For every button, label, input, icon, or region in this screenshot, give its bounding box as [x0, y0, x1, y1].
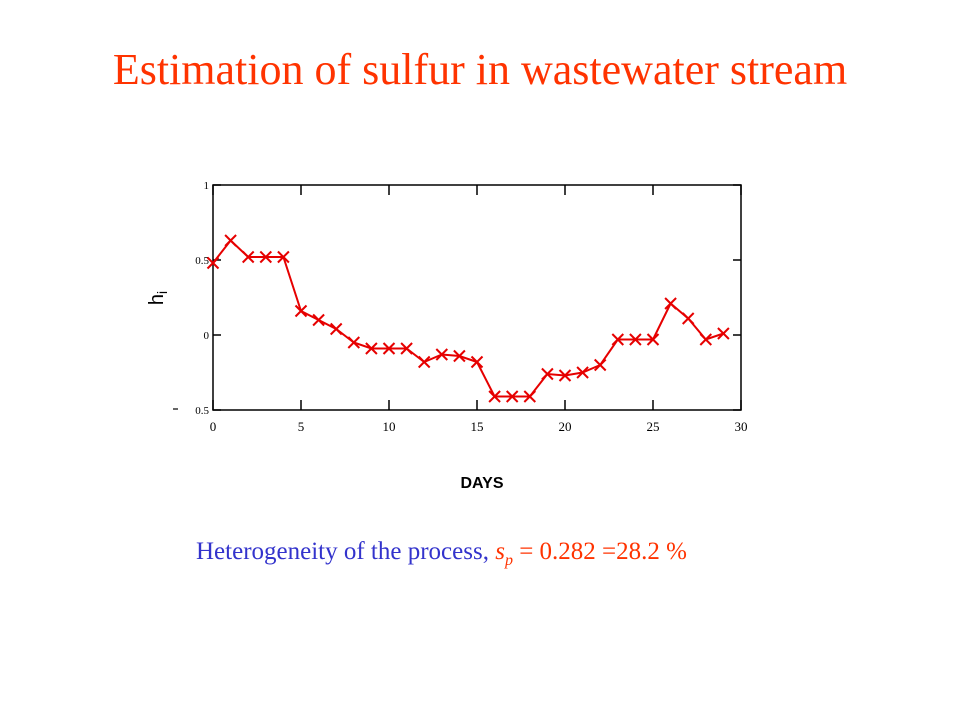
note-symbol: s	[495, 538, 505, 565]
data-point	[259, 250, 273, 264]
y-axis-label-subscript: i	[154, 291, 170, 294]
data-point	[382, 342, 396, 355]
data-point	[470, 355, 484, 369]
data-point	[453, 349, 466, 363]
data-point	[505, 390, 519, 403]
x-axis-ticks	[212, 185, 742, 410]
data-point	[435, 348, 449, 361]
data-point	[541, 367, 554, 381]
y-tick-label: 1	[204, 180, 210, 192]
data-point	[664, 297, 677, 310]
data-point	[312, 313, 325, 327]
x-tick-label: 20	[559, 419, 572, 434]
slide-title: Estimation of sulfur in wastewater strea…	[112, 45, 848, 94]
data-point	[277, 250, 290, 264]
y-tick-label: 0	[204, 330, 210, 342]
note-lead: Heterogeneity of the process,	[196, 538, 496, 565]
heterogeneity-note: Heterogeneity of the process, sp = 0.282…	[196, 536, 916, 577]
y-axis-ticks	[213, 184, 741, 411]
x-axis-label: DAYS	[461, 475, 504, 492]
data-point	[558, 369, 572, 382]
data-point	[629, 333, 642, 346]
series-markers	[206, 234, 730, 403]
note-subscript: p	[504, 552, 513, 569]
data-point	[329, 322, 343, 336]
data-point	[717, 327, 730, 340]
x-axis-tick-labels: 0 5 10 15 20 25 30	[210, 419, 748, 434]
y-axis-label: hi	[146, 291, 170, 305]
data-point	[241, 250, 255, 264]
data-point	[417, 355, 431, 369]
data-point	[400, 342, 413, 355]
x-tick-label: 5	[298, 419, 305, 434]
x-tick-label: 30	[735, 419, 748, 434]
note-value: = 0.282 =28.2 %	[512, 538, 687, 565]
data-point	[699, 333, 713, 346]
y-axis-tick-labels: 1 0.5 0 0.5	[195, 180, 209, 417]
y-tick-label: 0.5	[195, 405, 209, 417]
data-point	[681, 312, 695, 325]
plot-frame	[212, 184, 742, 411]
data-point	[224, 234, 237, 247]
data-point	[365, 342, 378, 355]
data-point	[593, 358, 607, 372]
x-tick-label: 25	[647, 419, 660, 434]
x-tick-label: 10	[383, 419, 396, 434]
data-point	[488, 390, 501, 403]
data-point	[294, 304, 308, 318]
y-tick-label: 0.5	[195, 255, 209, 267]
x-tick-label: 15	[471, 419, 484, 434]
data-point	[523, 390, 537, 403]
data-point	[206, 256, 220, 270]
data-point	[347, 336, 361, 349]
data-point	[646, 333, 660, 346]
series-line	[212, 239, 724, 398]
y-axis-label-main: h	[146, 294, 168, 305]
data-point	[611, 333, 625, 346]
data-point	[576, 366, 589, 379]
x-tick-label: 0	[210, 419, 217, 434]
